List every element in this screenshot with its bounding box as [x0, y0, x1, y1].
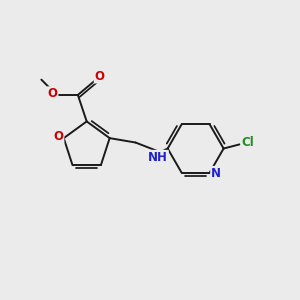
- Text: O: O: [53, 130, 63, 143]
- Text: NH: NH: [148, 151, 168, 164]
- Text: O: O: [47, 87, 58, 100]
- Text: N: N: [211, 167, 221, 180]
- Text: O: O: [95, 70, 105, 83]
- Text: Cl: Cl: [242, 136, 254, 148]
